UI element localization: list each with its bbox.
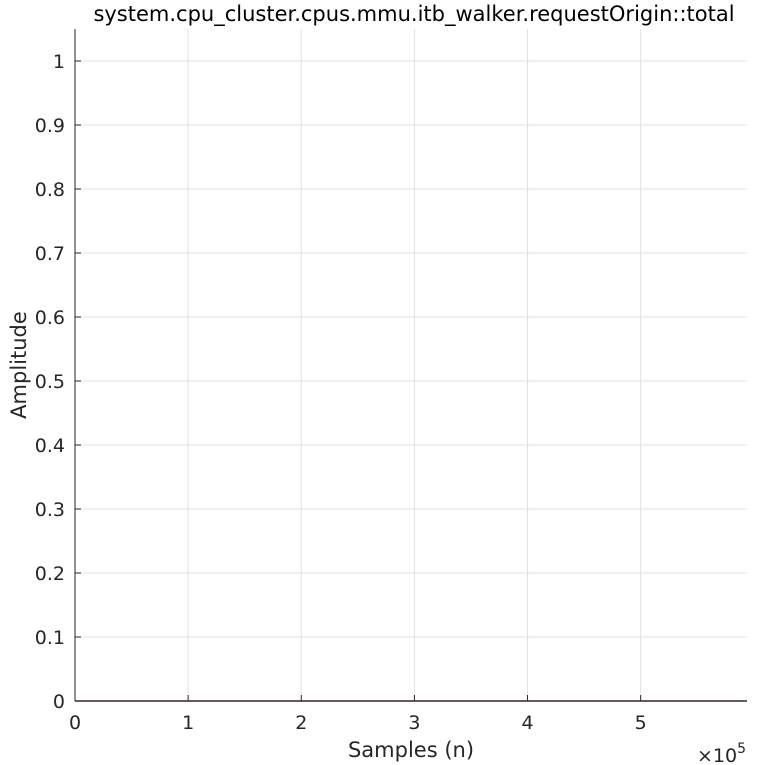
y-tick-label: 0.4 [35,435,65,457]
y-tick-label: 1 [53,51,65,73]
axes [74,29,747,702]
x-tick-label: 0 [69,712,81,734]
y-tick-label: 0.7 [35,243,65,265]
x-axis-exponent-power: 5 [737,741,746,757]
y-tick-label: 0.8 [35,179,65,201]
x-axis-exponent-base: ×10 [697,745,737,765]
grid [75,29,747,701]
y-tick-label: 0.1 [35,627,65,649]
y-tick-label: 0.3 [35,499,65,521]
y-tick-label: 0.2 [35,563,65,585]
x-tick-label: 1 [182,712,194,734]
chart-title: system.cpu_cluster.cpus.mmu.itb_walker.r… [93,2,734,27]
ticks: 0 1 2 3 4 5 0 0.1 0.2 0.3 0.4 0.5 0.6 0.7 0.8 0.9 1 [35,51,647,734]
x-axis-exponent: ×105 [697,741,746,765]
x-tick-label: 2 [295,712,307,734]
y-tick-label: 0.9 [35,115,65,137]
y-tick-label: 0.6 [35,307,65,329]
x-axis-label: Samples (n) [348,738,474,762]
y-tick-label: 0.5 [35,371,65,393]
x-tick-label: 3 [408,712,420,734]
x-tick-label: 4 [521,712,533,734]
y-tick-label: 0 [53,691,65,713]
x-tick-label: 5 [635,712,647,734]
y-axis-label: Amplitude [7,311,31,419]
